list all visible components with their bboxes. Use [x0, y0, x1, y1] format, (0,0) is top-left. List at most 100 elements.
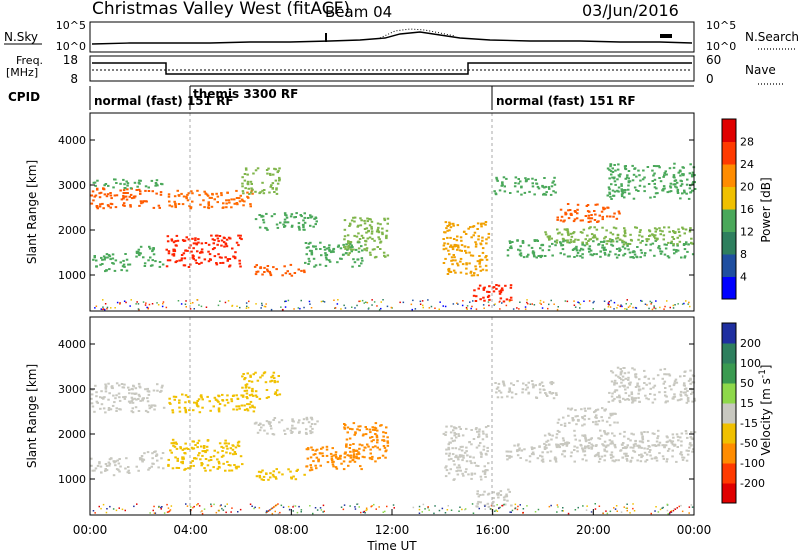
echo-cell	[584, 440, 588, 443]
cpid-segment-2: themis 3300 RF	[193, 87, 298, 101]
speckle-cell	[430, 305, 433, 308]
echo-cell	[265, 396, 269, 399]
echo-cell	[207, 243, 211, 246]
echo-cell	[460, 239, 463, 242]
echo-cell	[174, 456, 177, 459]
echo-cell	[642, 169, 645, 172]
echo-cell	[246, 409, 250, 412]
echo-cell	[359, 465, 362, 468]
speckle-cell	[154, 512, 157, 514]
echo-cell	[377, 226, 380, 229]
echo-cell	[347, 247, 350, 250]
speckle-cell	[669, 511, 671, 514]
speckle-cell	[533, 304, 536, 306]
echo-cell	[527, 253, 530, 256]
speckle-cell	[316, 509, 319, 511]
echo-cell	[465, 272, 468, 275]
echo-cell	[693, 188, 697, 190]
echo-cell	[223, 237, 226, 240]
echo-cell	[218, 235, 222, 237]
echo-cell	[452, 238, 456, 240]
echo-cell	[536, 185, 540, 188]
echo-cell	[606, 206, 609, 209]
speckle-cell	[661, 507, 663, 509]
speckle-cell	[621, 305, 623, 308]
echo-cell	[309, 430, 312, 432]
echo-cell	[249, 203, 252, 206]
echo-cell	[197, 398, 201, 401]
echo-cell	[544, 255, 547, 257]
echo-cell	[289, 215, 293, 218]
echo-cell	[585, 243, 589, 246]
echo-cell	[456, 224, 460, 227]
echo-cell	[166, 259, 170, 262]
colorbar-swatch	[722, 423, 736, 444]
speckle-cell	[557, 306, 559, 308]
echo-cell	[607, 186, 611, 189]
echo-cell	[385, 237, 388, 240]
echo-cell	[251, 192, 254, 195]
echo-cell	[197, 241, 200, 244]
echo-cell	[610, 240, 613, 243]
echo-cell	[638, 231, 642, 234]
echo-cell	[488, 285, 491, 288]
speckle-cell	[625, 303, 627, 305]
echo-cell	[197, 454, 200, 457]
echo-cell	[685, 183, 689, 186]
echo-cell	[691, 437, 694, 440]
echo-cell	[237, 440, 241, 443]
speckle-cell	[450, 509, 453, 511]
echo-cell	[624, 241, 627, 244]
echo-cell	[664, 387, 667, 389]
echo-cell	[254, 390, 258, 393]
echo-cell	[682, 243, 686, 245]
echo-cell	[544, 193, 548, 196]
echo-cell	[192, 242, 196, 245]
echo-cell	[91, 190, 95, 193]
echo-cell	[625, 176, 629, 179]
echo-cell	[113, 194, 117, 197]
echo-cell	[92, 181, 96, 184]
echo-cell	[522, 256, 526, 259]
echo-cell	[594, 203, 597, 206]
echo-cell	[575, 217, 579, 220]
echo-cell	[452, 269, 456, 272]
echo-cell	[668, 374, 672, 377]
echo-cell	[605, 450, 609, 453]
beam-label: Beam 04	[325, 3, 392, 21]
echo-cell	[221, 393, 224, 396]
echo-cell	[248, 193, 251, 195]
echo-cell	[174, 203, 177, 206]
echo-cell	[369, 448, 372, 451]
speckle-cell	[319, 507, 322, 509]
echo-cell	[599, 250, 602, 253]
echo-cell	[632, 173, 636, 176]
echo-cell	[241, 182, 244, 185]
echo-cell	[680, 398, 683, 401]
echo-cell	[155, 179, 159, 182]
echo-cell	[456, 473, 460, 476]
echo-cell	[551, 181, 554, 184]
echo-cell	[168, 397, 171, 400]
echo-cell	[272, 470, 275, 473]
echo-cell	[485, 435, 489, 438]
echo-cell	[628, 251, 632, 254]
echo-cell	[180, 192, 183, 195]
echo-cell	[307, 421, 311, 424]
echo-cell	[114, 259, 118, 262]
echo-cell	[180, 461, 183, 464]
echo-cell	[454, 433, 457, 436]
echo-cell	[499, 391, 503, 394]
echo-cell	[233, 257, 237, 260]
echo-cell	[102, 187, 105, 190]
echo-cell	[481, 247, 485, 250]
echo-cell	[140, 202, 143, 205]
echo-cell	[628, 383, 632, 386]
echo-cell	[315, 220, 318, 223]
echo-region	[168, 393, 256, 414]
echo-cell	[383, 439, 386, 442]
echo-cell	[276, 389, 279, 392]
echo-cell	[532, 385, 535, 388]
echo-cell	[137, 398, 140, 400]
echo-cell	[605, 229, 608, 232]
